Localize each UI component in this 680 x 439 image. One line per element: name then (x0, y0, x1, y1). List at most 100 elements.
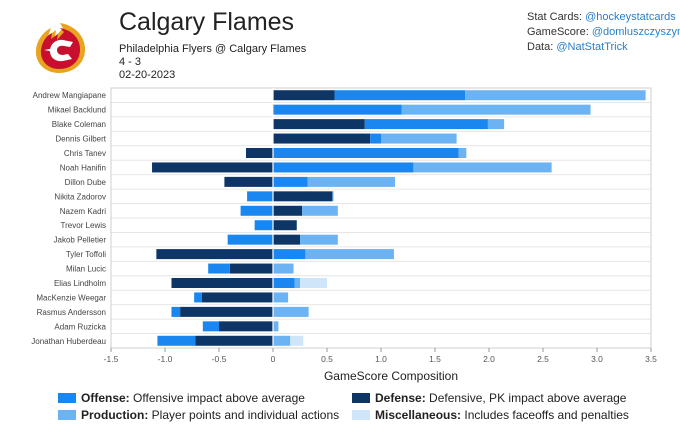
legend-desc: Defensive, PK impact above average (429, 391, 627, 405)
bar-production (300, 234, 338, 245)
legend-desc: Offensive impact above average (133, 391, 305, 405)
player-label: Jakob Pelletier (54, 236, 107, 245)
player-label: Trevor Lewis (61, 221, 107, 230)
player-label: MacKenzie Weegar (36, 293, 106, 302)
bar-defense (229, 263, 273, 274)
x-tick-label: 0.5 (321, 354, 333, 364)
team-logo-icon (35, 23, 86, 73)
bar-defense (273, 191, 333, 202)
game-matchup: Philadelphia Flyers @ Calgary Flames (119, 43, 307, 55)
player-label: Chris Tanev (64, 149, 106, 158)
bar-production (307, 176, 396, 187)
bar-offense (240, 205, 273, 216)
player-label: Noah Hanifin (60, 163, 106, 172)
bar-defense (180, 306, 273, 317)
legend-swatch-miscellaneous (352, 410, 370, 420)
legend-defense: Defense: Defensive, PK impact above aver… (352, 391, 626, 405)
game-date: 02-20-2023 (119, 69, 176, 81)
credit-gamescore: GameScore: @domluszczyszyn (527, 26, 680, 38)
legend-swatch-offense (58, 393, 76, 403)
credit-stat-cards: Stat Cards: @hockeystatcards (527, 11, 676, 23)
player-label: Mikael Backlund (48, 106, 106, 115)
bar-offense (227, 234, 273, 245)
credit-label: Data: (527, 41, 554, 53)
player-label: Nikita Zadorov (54, 192, 106, 201)
bar-production (413, 162, 552, 173)
bar-defense (273, 205, 303, 216)
x-tick-label: -1.0 (158, 354, 173, 364)
credit-link-gamescore[interactable]: @domluszczyszyn (591, 26, 680, 38)
x-tick-label: 3.5 (645, 354, 657, 364)
player-label: Adam Ruzicka (54, 322, 106, 331)
bar-production (273, 263, 294, 274)
bar-offense (364, 119, 488, 130)
bar-offense (273, 176, 308, 187)
bar-defense (224, 176, 273, 187)
bar-defense (246, 148, 273, 158)
bar-offense (273, 148, 459, 158)
player-label: Rasmus Andersson (37, 308, 106, 317)
player-label: Andrew Mangiapane (33, 91, 107, 100)
bar-offense (254, 220, 273, 231)
bar-defense (201, 292, 273, 303)
game-score: 4 - 3 (119, 56, 142, 68)
player-label: Tyler Toffoli (66, 250, 106, 259)
bar-production (273, 292, 289, 303)
bar-production (381, 133, 457, 144)
legend-offense: Offense: Offensive impact above average (58, 391, 305, 405)
legend-desc: Player points and individual actions (151, 408, 340, 422)
credit-link-data[interactable]: @NatStatTrick (556, 41, 628, 53)
bar-offense (202, 321, 219, 332)
bar-offense (208, 263, 230, 274)
bar-miscellaneous (300, 278, 327, 288)
bar-production (273, 335, 291, 346)
x-tick-label: 2.0 (483, 354, 495, 364)
bar-production (401, 104, 591, 115)
bar-defense (273, 133, 371, 144)
legend-swatch-production (58, 410, 76, 420)
x-tick-label: -0.5 (212, 354, 227, 364)
legend-name: Miscellaneous: (375, 408, 462, 422)
bar-offense (194, 292, 202, 303)
bar-defense (152, 162, 273, 173)
bar-production (465, 90, 646, 101)
x-tick-label: 0 (271, 354, 276, 364)
bar-production (273, 306, 309, 317)
page-title: Calgary Flames (119, 8, 295, 36)
bar-offense (171, 306, 181, 317)
bar-defense (219, 321, 273, 332)
credit-data: Data: @NatStatTrick (527, 41, 628, 53)
credit-link-stat-cards[interactable]: @hockeystatcards (585, 11, 676, 23)
legend-name: Offense: (81, 391, 130, 405)
legend-miscellaneous: Miscellaneous: Includes faceoffs and pen… (352, 408, 629, 422)
bar-production (302, 205, 338, 216)
x-tick-label: 1.0 (375, 354, 387, 364)
bar-production (332, 191, 334, 202)
x-tick-label: 2.5 (537, 354, 549, 364)
bar-offense (273, 162, 414, 173)
player-label: Nazem Kadri (60, 207, 106, 216)
player-label: Blake Coleman (52, 120, 106, 129)
legend-name: Defense: (375, 391, 426, 405)
x-tick-label: 1.5 (429, 354, 441, 364)
bar-offense (334, 90, 466, 101)
bar-offense (247, 191, 273, 202)
bar-defense (273, 220, 297, 231)
bar-production (294, 278, 300, 288)
bar-defense (156, 249, 273, 260)
bar-offense (274, 104, 402, 115)
bar-offense (370, 133, 381, 144)
x-axis-label: GameScore Composition (324, 369, 458, 383)
legend-swatch-defense (352, 393, 370, 403)
bar-defense (171, 278, 273, 288)
legend-production: Production: Player points and individual… (58, 408, 339, 422)
legend-desc: Includes faceoffs and penalties (464, 408, 629, 422)
bar-defense (273, 234, 300, 245)
bar-miscellaneous (290, 335, 304, 346)
bar-offense (157, 335, 196, 346)
bar-production (305, 249, 394, 260)
legend-name: Production: (81, 408, 149, 422)
bar-production (273, 321, 279, 332)
player-label: Dennis Gilbert (55, 135, 106, 144)
